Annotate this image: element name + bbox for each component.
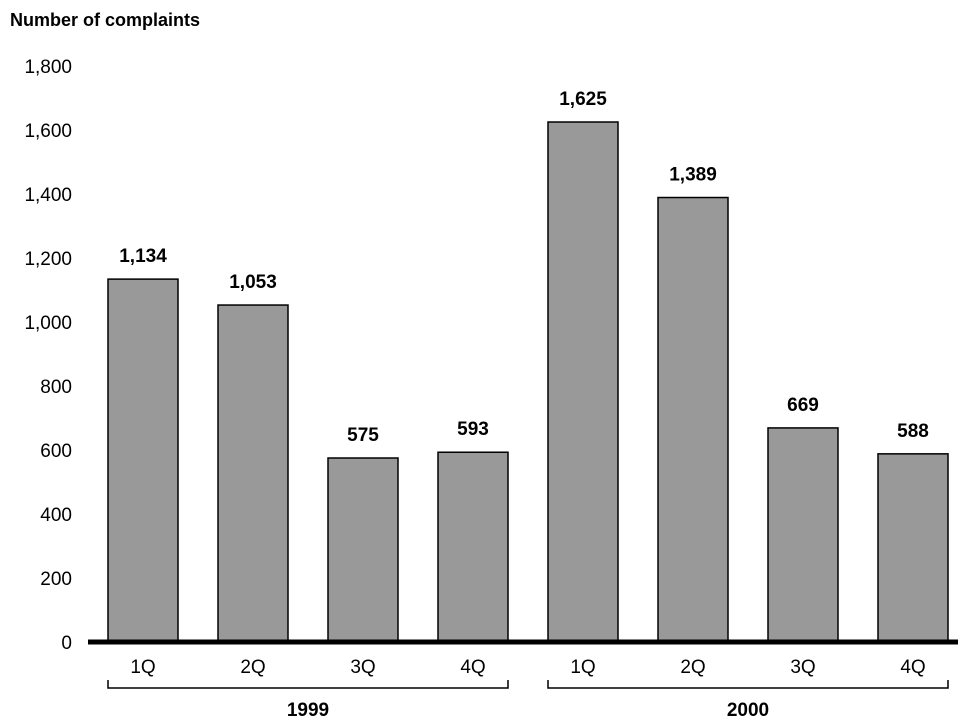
group-bracket (547, 680, 949, 689)
bars (107, 121, 949, 643)
value-label: 588 (897, 421, 929, 442)
category-label: 2Q (240, 657, 265, 678)
value-labels: 1,134 1,053 575 593 1,625 1,389 669 588 (119, 89, 929, 446)
y-tick-label: 1,800 (24, 57, 72, 78)
value-label: 1,134 (119, 246, 167, 267)
group-label: 1999 (287, 700, 329, 721)
category-label: 3Q (350, 657, 375, 678)
y-tick-label: 1,400 (24, 185, 72, 206)
y-axis-title: Number of complaints (10, 10, 200, 30)
y-tick-label: 400 (40, 505, 72, 526)
y-tick-label: 800 (40, 377, 72, 398)
y-axis-ticks: 0 200 400 600 800 1,000 1,200 1,400 1,600 1,800 (24, 57, 72, 654)
bar (437, 451, 509, 643)
y-tick-label: 1,200 (24, 249, 72, 270)
y-tick-label: 1,600 (24, 121, 72, 142)
group-label: 2000 (727, 700, 769, 721)
y-tick-label: 0 (61, 633, 72, 654)
value-label: 669 (787, 395, 819, 416)
y-tick-label: 200 (40, 569, 72, 590)
category-label: 4Q (460, 657, 485, 678)
x-axis-categories: 1Q 2Q 3Q 4Q 1Q 2Q 3Q 4Q (130, 657, 925, 678)
group-brackets: 1999 2000 (107, 680, 949, 721)
value-label: 1,389 (669, 165, 717, 186)
category-label: 4Q (900, 657, 925, 678)
category-label: 1Q (570, 657, 595, 678)
bar (877, 453, 949, 643)
y-tick-label: 1,000 (24, 313, 72, 334)
y-tick-label: 600 (40, 441, 72, 462)
value-label: 1,053 (229, 272, 277, 293)
bar (327, 457, 399, 643)
group-bracket (107, 680, 509, 689)
value-label: 1,625 (559, 89, 607, 110)
bar (767, 427, 839, 643)
bar (107, 278, 179, 643)
bar (657, 196, 729, 643)
category-label: 3Q (790, 657, 815, 678)
bar (217, 304, 289, 643)
category-label: 1Q (130, 657, 155, 678)
bar (547, 121, 619, 643)
value-label: 593 (457, 419, 489, 440)
value-label: 575 (347, 425, 379, 446)
category-label: 2Q (680, 657, 705, 678)
